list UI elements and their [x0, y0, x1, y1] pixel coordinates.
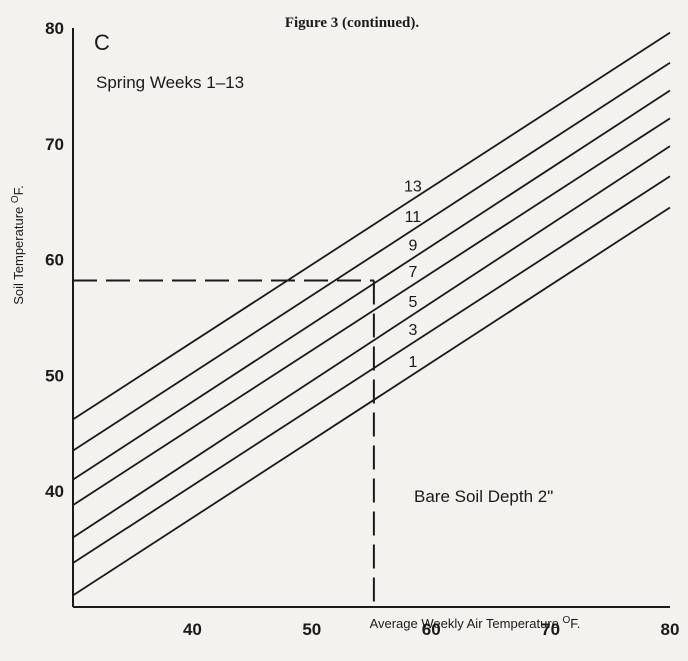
series-label-week-11: 11 [405, 209, 422, 226]
x-axis-unit: F. [570, 616, 580, 631]
series-label-week-3: 3 [408, 322, 417, 339]
y-tick-label: 50 [45, 366, 64, 385]
x-tick-label: 50 [302, 620, 321, 639]
y-axis-label: Soil Temperature [11, 207, 26, 305]
tick-labels: 40 50 60 70 80 40 50 60 70 80 [45, 19, 679, 639]
series-label-week-7: 7 [408, 264, 417, 281]
series-line-week-3 [72, 175, 671, 564]
x-tick-label: 70 [541, 620, 560, 639]
figure-title: Figure 3 (continued). [285, 15, 420, 31]
y-axis-unit-degree: O [10, 195, 21, 203]
series-line-week-1 [72, 206, 671, 597]
y-tick-label: 70 [45, 135, 64, 154]
annotation-bare-soil: Bare Soil Depth 2" [414, 487, 553, 506]
series-label-week-9: 9 [408, 237, 417, 254]
x-tick-label: 80 [661, 620, 680, 639]
y-tick-label: 60 [45, 251, 64, 270]
axes [72, 28, 670, 608]
y-axis-title: Soil Temperature OF. [10, 185, 26, 305]
x-axis-title: Average Weekly Air Temperature OF. [370, 615, 581, 631]
series-line-week-11 [72, 61, 671, 452]
panel-letter: C [94, 30, 110, 55]
x-axis-unit-degree: O [563, 615, 571, 626]
series-label-week-5: 5 [408, 294, 417, 311]
x-tick-label: 40 [183, 620, 202, 639]
y-tick-label: 40 [45, 482, 64, 501]
x-axis-label: Average Weekly Air Temperature [370, 616, 559, 631]
series-line-week-5 [72, 145, 671, 539]
series-line-week-9 [72, 89, 671, 481]
x-tick-label: 60 [422, 620, 441, 639]
series-label-week-1: 1 [408, 354, 417, 371]
y-axis-unit: F. [11, 185, 26, 195]
y-tick-label: 80 [45, 19, 64, 38]
series-label-week-13: 13 [404, 178, 422, 195]
chart-subtitle: Spring Weeks 1–13 [96, 73, 244, 92]
series-line-week-7 [72, 117, 671, 506]
series-line-week-13 [72, 31, 671, 421]
series-lines [72, 31, 671, 597]
reference-lines [73, 279, 375, 607]
